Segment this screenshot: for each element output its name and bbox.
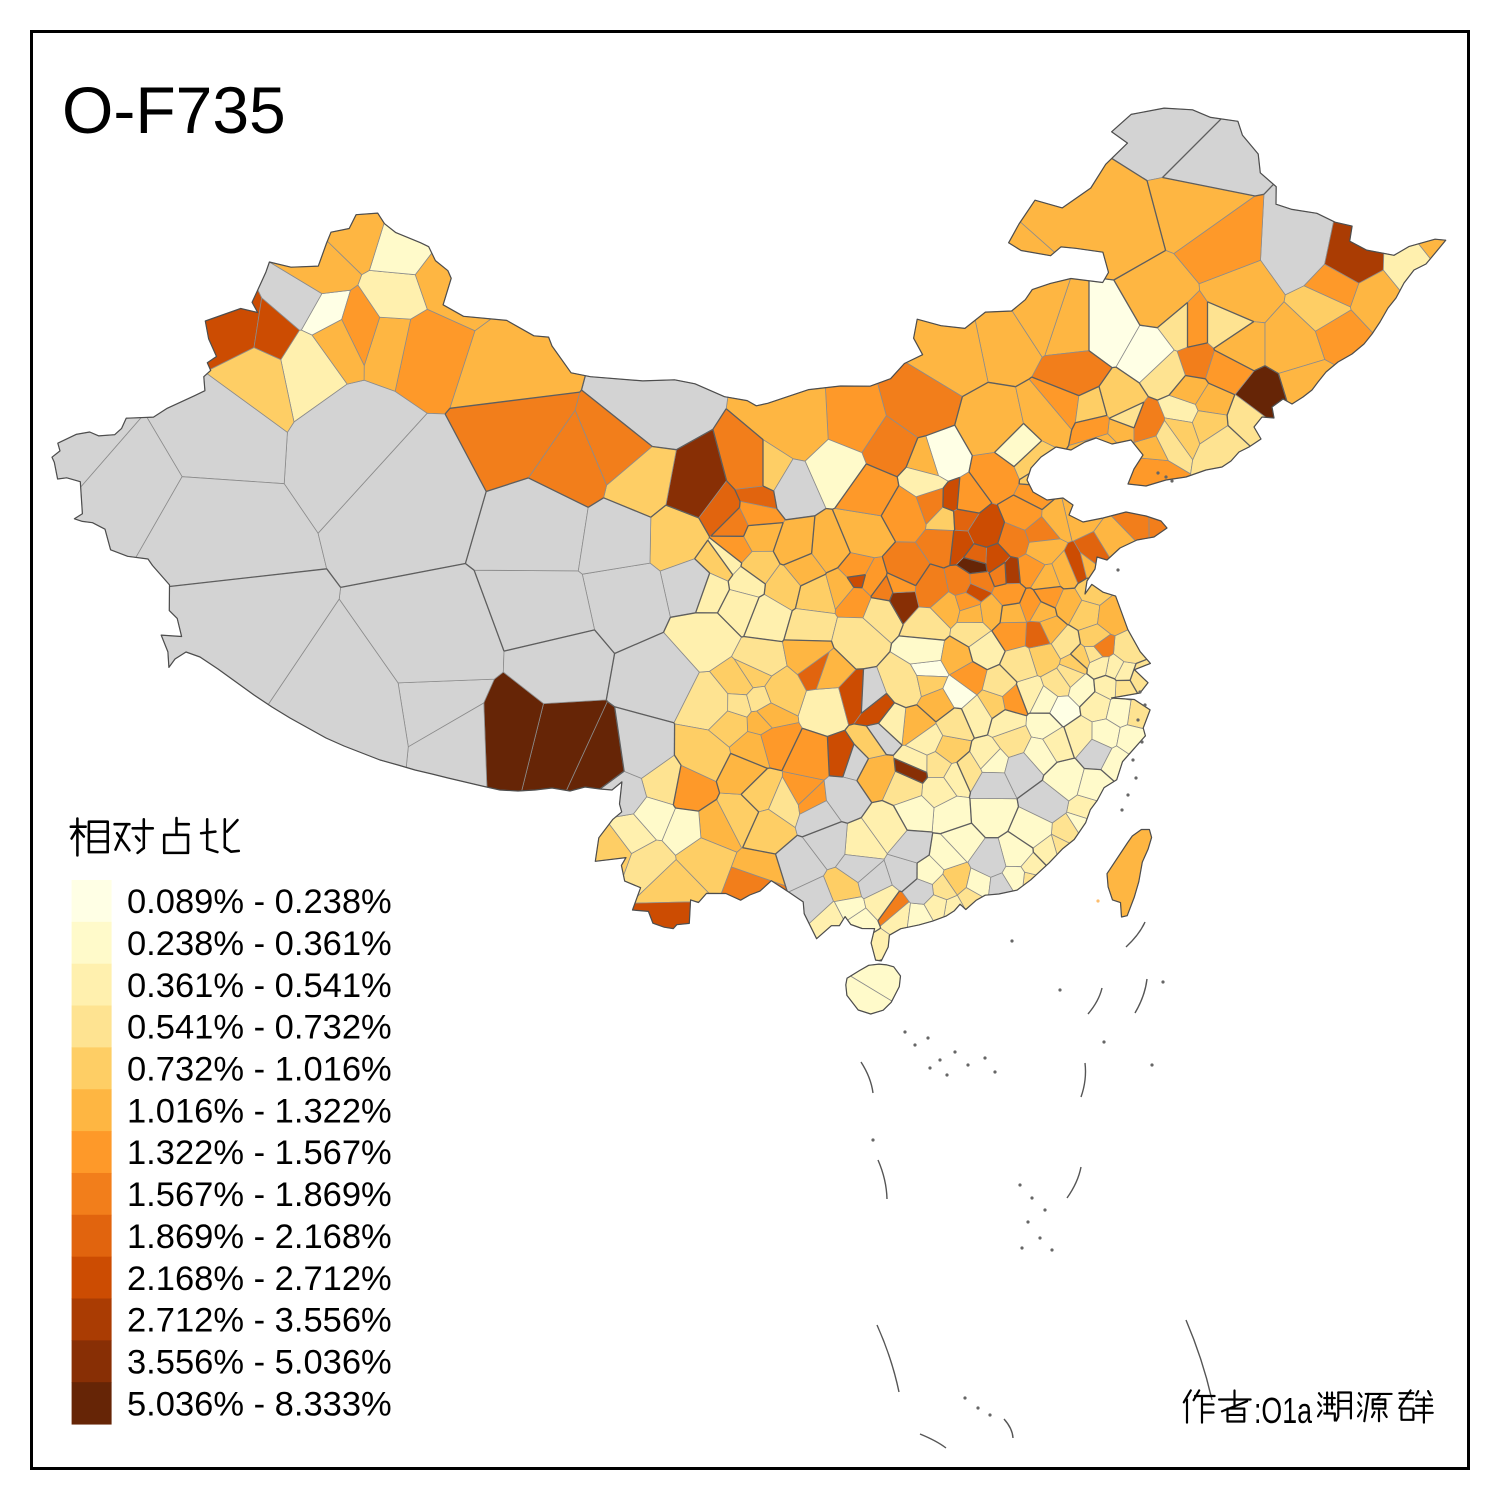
svg-text:O-F735: O-F735 — [62, 73, 286, 147]
svg-text:3.556% - 5.036%: 3.556% - 5.036% — [127, 1344, 392, 1382]
svg-text::O1a: :O1a — [1254, 1390, 1313, 1431]
svg-text:1.322% - 1.567%: 1.322% - 1.567% — [127, 1134, 392, 1172]
svg-text:0.732% - 1.016%: 0.732% - 1.016% — [127, 1051, 392, 1089]
svg-text:0.541% - 0.732%: 0.541% - 0.732% — [127, 1009, 392, 1047]
svg-text:5.036% - 8.333%: 5.036% - 8.333% — [127, 1385, 392, 1423]
svg-text:1.869% - 2.168%: 1.869% - 2.168% — [127, 1218, 392, 1256]
svg-text:1.016% - 1.322%: 1.016% - 1.322% — [127, 1092, 392, 1130]
svg-text:0.089% - 0.238%: 0.089% - 0.238% — [127, 883, 392, 921]
svg-text:0.361% - 0.541%: 0.361% - 0.541% — [127, 967, 392, 1005]
svg-text:0.238% - 0.361%: 0.238% - 0.361% — [127, 925, 392, 963]
svg-text:2.168% - 2.712%: 2.168% - 2.712% — [127, 1260, 392, 1298]
svg-text:1.567% - 1.869%: 1.567% - 1.869% — [127, 1176, 392, 1214]
svg-text:2.712% - 3.556%: 2.712% - 3.556% — [127, 1302, 392, 1340]
